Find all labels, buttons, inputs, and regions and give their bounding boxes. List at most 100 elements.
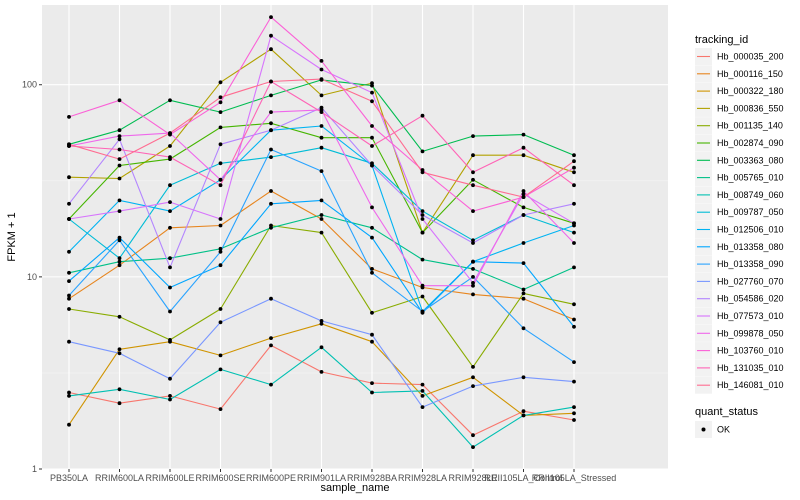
data-point — [67, 142, 71, 147]
data-point — [572, 379, 576, 384]
data-point — [420, 209, 425, 214]
data-point — [420, 149, 425, 154]
data-point — [67, 249, 71, 254]
data-point — [471, 259, 475, 264]
data-point — [319, 213, 324, 217]
data-point — [319, 77, 324, 81]
data-point — [168, 98, 172, 103]
legend-label: Hb_146081_010 — [717, 380, 784, 390]
data-point — [420, 257, 425, 262]
data-point — [168, 144, 172, 148]
data-point — [572, 170, 576, 175]
data-point — [67, 307, 71, 311]
data-point — [117, 351, 122, 356]
legend: tracking_id Hb_000035_200Hb_000116_150Hb… — [695, 34, 784, 438]
data-point — [269, 128, 273, 133]
data-point — [420, 294, 425, 299]
legend-label: Hb_131035_010 — [717, 363, 784, 373]
data-point — [521, 296, 526, 301]
y-axis: 1 10 100 — [22, 80, 42, 474]
data-point — [370, 144, 374, 148]
data-point — [218, 80, 223, 85]
data-point — [67, 394, 71, 398]
data-point — [521, 261, 526, 265]
legend-title-quant-status: quant_status — [695, 406, 758, 418]
legend-label: Hb_077573_010 — [717, 311, 784, 321]
data-point — [218, 95, 223, 100]
data-point — [269, 189, 273, 193]
data-point — [218, 249, 223, 254]
legend-item: Hb_009787_050 — [695, 203, 784, 221]
legend-item: Hb_005765_010 — [695, 169, 784, 187]
data-point — [370, 99, 374, 104]
data-points — [67, 15, 576, 449]
data-point — [572, 183, 576, 188]
legend-label: Hb_000035_200 — [717, 52, 784, 62]
data-point — [319, 345, 324, 350]
data-point — [420, 394, 425, 398]
data-point — [218, 223, 223, 228]
data-point — [370, 205, 374, 210]
legend-item: Hb_012506_010 — [695, 221, 784, 238]
data-point — [319, 370, 324, 374]
data-point — [168, 397, 172, 402]
data-point — [218, 307, 223, 311]
data-point — [168, 309, 172, 314]
data-point — [218, 110, 223, 114]
data-point — [521, 241, 526, 245]
x-axis: PB350LA RRIM600LA RRIM600LE RRIM600SE RRIM60… — [50, 469, 616, 483]
legend-label: Hb_013358_080 — [717, 242, 784, 252]
data-point — [269, 47, 273, 52]
legend-item: Hb_077573_010 — [695, 307, 784, 325]
legend-label: Hb_013358_090 — [717, 259, 784, 269]
legend-label: Hb_099878_050 — [717, 328, 784, 338]
data-point — [572, 411, 576, 416]
data-point — [319, 67, 324, 72]
data-point — [117, 147, 122, 152]
y-tick-label: 1 — [32, 464, 37, 474]
data-point — [521, 413, 526, 418]
data-point — [471, 241, 475, 245]
legend-item-ok: OK — [695, 421, 730, 438]
legend-point-ok — [701, 427, 706, 432]
data-point — [117, 137, 122, 142]
data-point — [269, 33, 273, 38]
data-point — [471, 281, 475, 285]
data-point — [521, 195, 526, 200]
data-point — [572, 221, 576, 226]
data-point — [370, 332, 374, 337]
data-point — [168, 183, 172, 188]
data-point — [420, 113, 425, 118]
data-point — [370, 90, 374, 95]
data-point — [117, 263, 122, 268]
data-point — [67, 175, 71, 180]
data-point — [168, 225, 172, 230]
data-point — [67, 296, 71, 301]
x-tick-label: PB350LA — [50, 473, 88, 483]
data-point — [572, 265, 576, 270]
data-point — [67, 339, 71, 344]
data-point — [572, 360, 576, 364]
data-point — [471, 433, 475, 438]
data-point — [471, 445, 475, 449]
data-point — [572, 165, 576, 170]
data-point — [370, 83, 374, 88]
data-point — [370, 163, 374, 168]
data-point — [168, 285, 172, 290]
data-point — [370, 267, 374, 271]
legend-item: Hb_054586_020 — [695, 290, 784, 308]
data-point — [117, 134, 122, 139]
legend-item: Hb_013358_090 — [695, 255, 784, 273]
data-point — [370, 381, 374, 385]
data-point — [319, 145, 324, 150]
legend-item: Hb_103760_010 — [695, 342, 784, 360]
data-point — [521, 375, 526, 380]
data-point — [521, 189, 526, 193]
data-point — [319, 110, 324, 114]
data-point — [168, 376, 172, 381]
data-point — [218, 125, 223, 130]
legend-item: Hb_003363_080 — [695, 151, 784, 169]
data-point — [269, 15, 273, 19]
data-point — [370, 390, 374, 395]
